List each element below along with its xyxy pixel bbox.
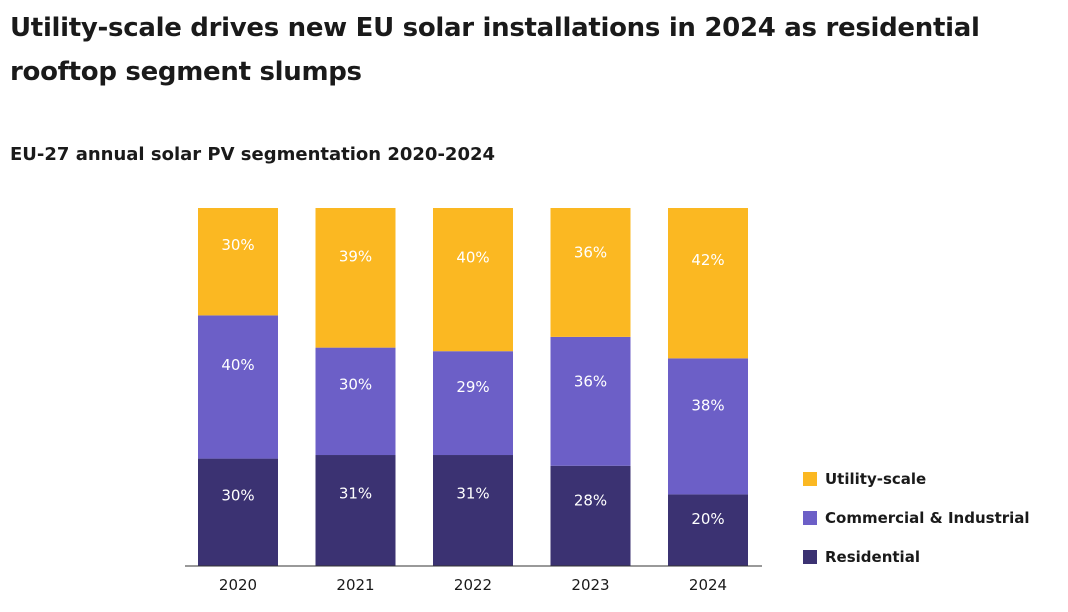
x-tick-label-2022: 2022: [454, 576, 492, 594]
data-label-commercial-industrial-2021: 30%: [339, 376, 372, 394]
bar-residential-2020: [198, 458, 278, 566]
data-label-utility-scale-2024: 42%: [691, 251, 724, 269]
data-label-residential-2023: 28%: [574, 491, 607, 509]
bar-residential-2022: [433, 455, 513, 566]
bar-utility-scale-2024: [668, 208, 748, 359]
legend-item-utility-scale: Utility-scale: [803, 466, 1030, 492]
data-label-residential-2021: 31%: [339, 484, 372, 502]
legend: Utility-scale Commercial & Industrial Re…: [803, 466, 1030, 583]
legend-label-residential: Residential: [825, 548, 920, 566]
bar-commercial-industrial-2020: [198, 315, 278, 459]
bar-commercial-industrial-2022: [433, 351, 513, 456]
chart-title: Utility-scale drives new EU solar instal…: [10, 13, 980, 87]
data-label-utility-scale-2023: 36%: [574, 244, 607, 262]
legend-item-commercial-industrial: Commercial & Industrial: [803, 505, 1030, 531]
bar-commercial-industrial-2023: [550, 336, 631, 466]
data-label-utility-scale-2021: 39%: [339, 247, 372, 265]
chart-subtitle: EU-27 annual solar PV segmentation 2020-…: [10, 144, 496, 165]
bar-utility-scale-2021: [315, 208, 396, 348]
legend-label-utility-scale: Utility-scale: [825, 470, 927, 488]
legend-swatch-residential: [803, 550, 817, 564]
bar-commercial-industrial-2024: [668, 358, 748, 495]
bar-residential-2023: [550, 465, 631, 566]
legend-item-residential: Residential: [803, 544, 1030, 570]
data-label-commercial-industrial-2024: 38%: [691, 396, 724, 414]
x-tick-label-2020: 2020: [219, 576, 257, 594]
data-label-residential-2020: 30%: [221, 487, 254, 505]
bar-commercial-industrial-2021: [315, 347, 396, 456]
bar-residential-2024: [668, 494, 748, 566]
x-axis-ticks: 2020 2021 2022 2023 2024: [219, 576, 727, 594]
x-tick-label-2024: 2024: [689, 576, 727, 594]
x-tick-label-2023: 2023: [571, 576, 609, 594]
data-label-commercial-industrial-2023: 36%: [574, 372, 607, 390]
legend-swatch-commercial-industrial: [803, 511, 817, 525]
data-label-residential-2022: 31%: [456, 484, 489, 502]
legend-label-commercial-industrial: Commercial & Industrial: [825, 509, 1030, 527]
bars-layer: 30% 40% 30% 31% 30% 39% 31% 29% 40% 28% 36% 36% 20% 3…: [198, 208, 748, 566]
x-tick-label-2021: 2021: [336, 576, 374, 594]
bar-utility-scale-2020: [198, 208, 278, 316]
data-label-residential-2024: 20%: [691, 510, 724, 528]
bar-utility-scale-2023: [550, 208, 631, 337]
data-label-commercial-industrial-2022: 29%: [456, 378, 489, 396]
bar-utility-scale-2022: [433, 208, 513, 352]
data-label-utility-scale-2022: 40%: [456, 249, 489, 267]
data-label-utility-scale-2020: 30%: [221, 236, 254, 254]
legend-swatch-utility-scale: [803, 472, 817, 486]
data-label-commercial-industrial-2020: 40%: [221, 356, 254, 374]
bar-residential-2021: [315, 455, 396, 566]
